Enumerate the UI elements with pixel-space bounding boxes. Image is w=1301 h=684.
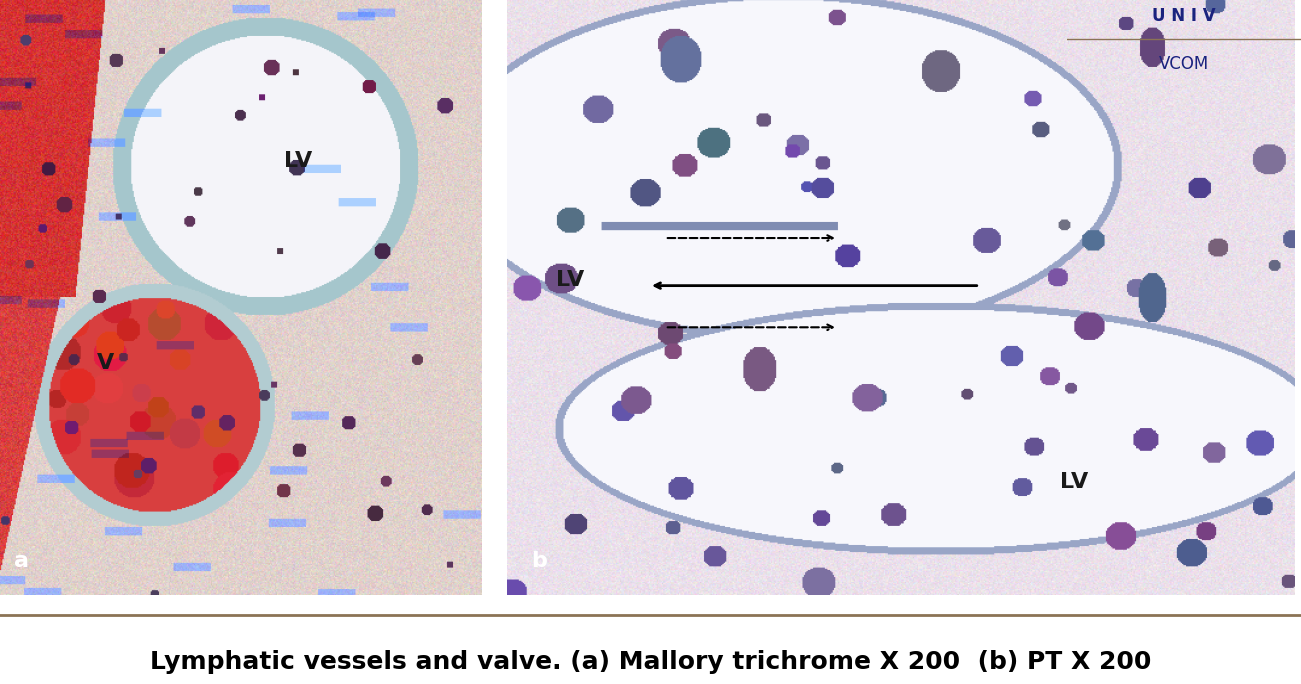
- Text: Lymphatic vessels and valve. (a) Mallory trichrome X 200  (b) PT X 200: Lymphatic vessels and valve. (a) Mallory…: [150, 650, 1151, 674]
- Text: LV: LV: [557, 269, 584, 289]
- Text: VCOM: VCOM: [1159, 55, 1209, 73]
- Text: U N I V: U N I V: [1153, 8, 1215, 25]
- Text: LV: LV: [1060, 472, 1088, 492]
- Text: b: b: [531, 551, 546, 571]
- Text: LV: LV: [285, 150, 312, 170]
- Text: a: a: [14, 551, 30, 571]
- Text: V: V: [98, 353, 114, 373]
